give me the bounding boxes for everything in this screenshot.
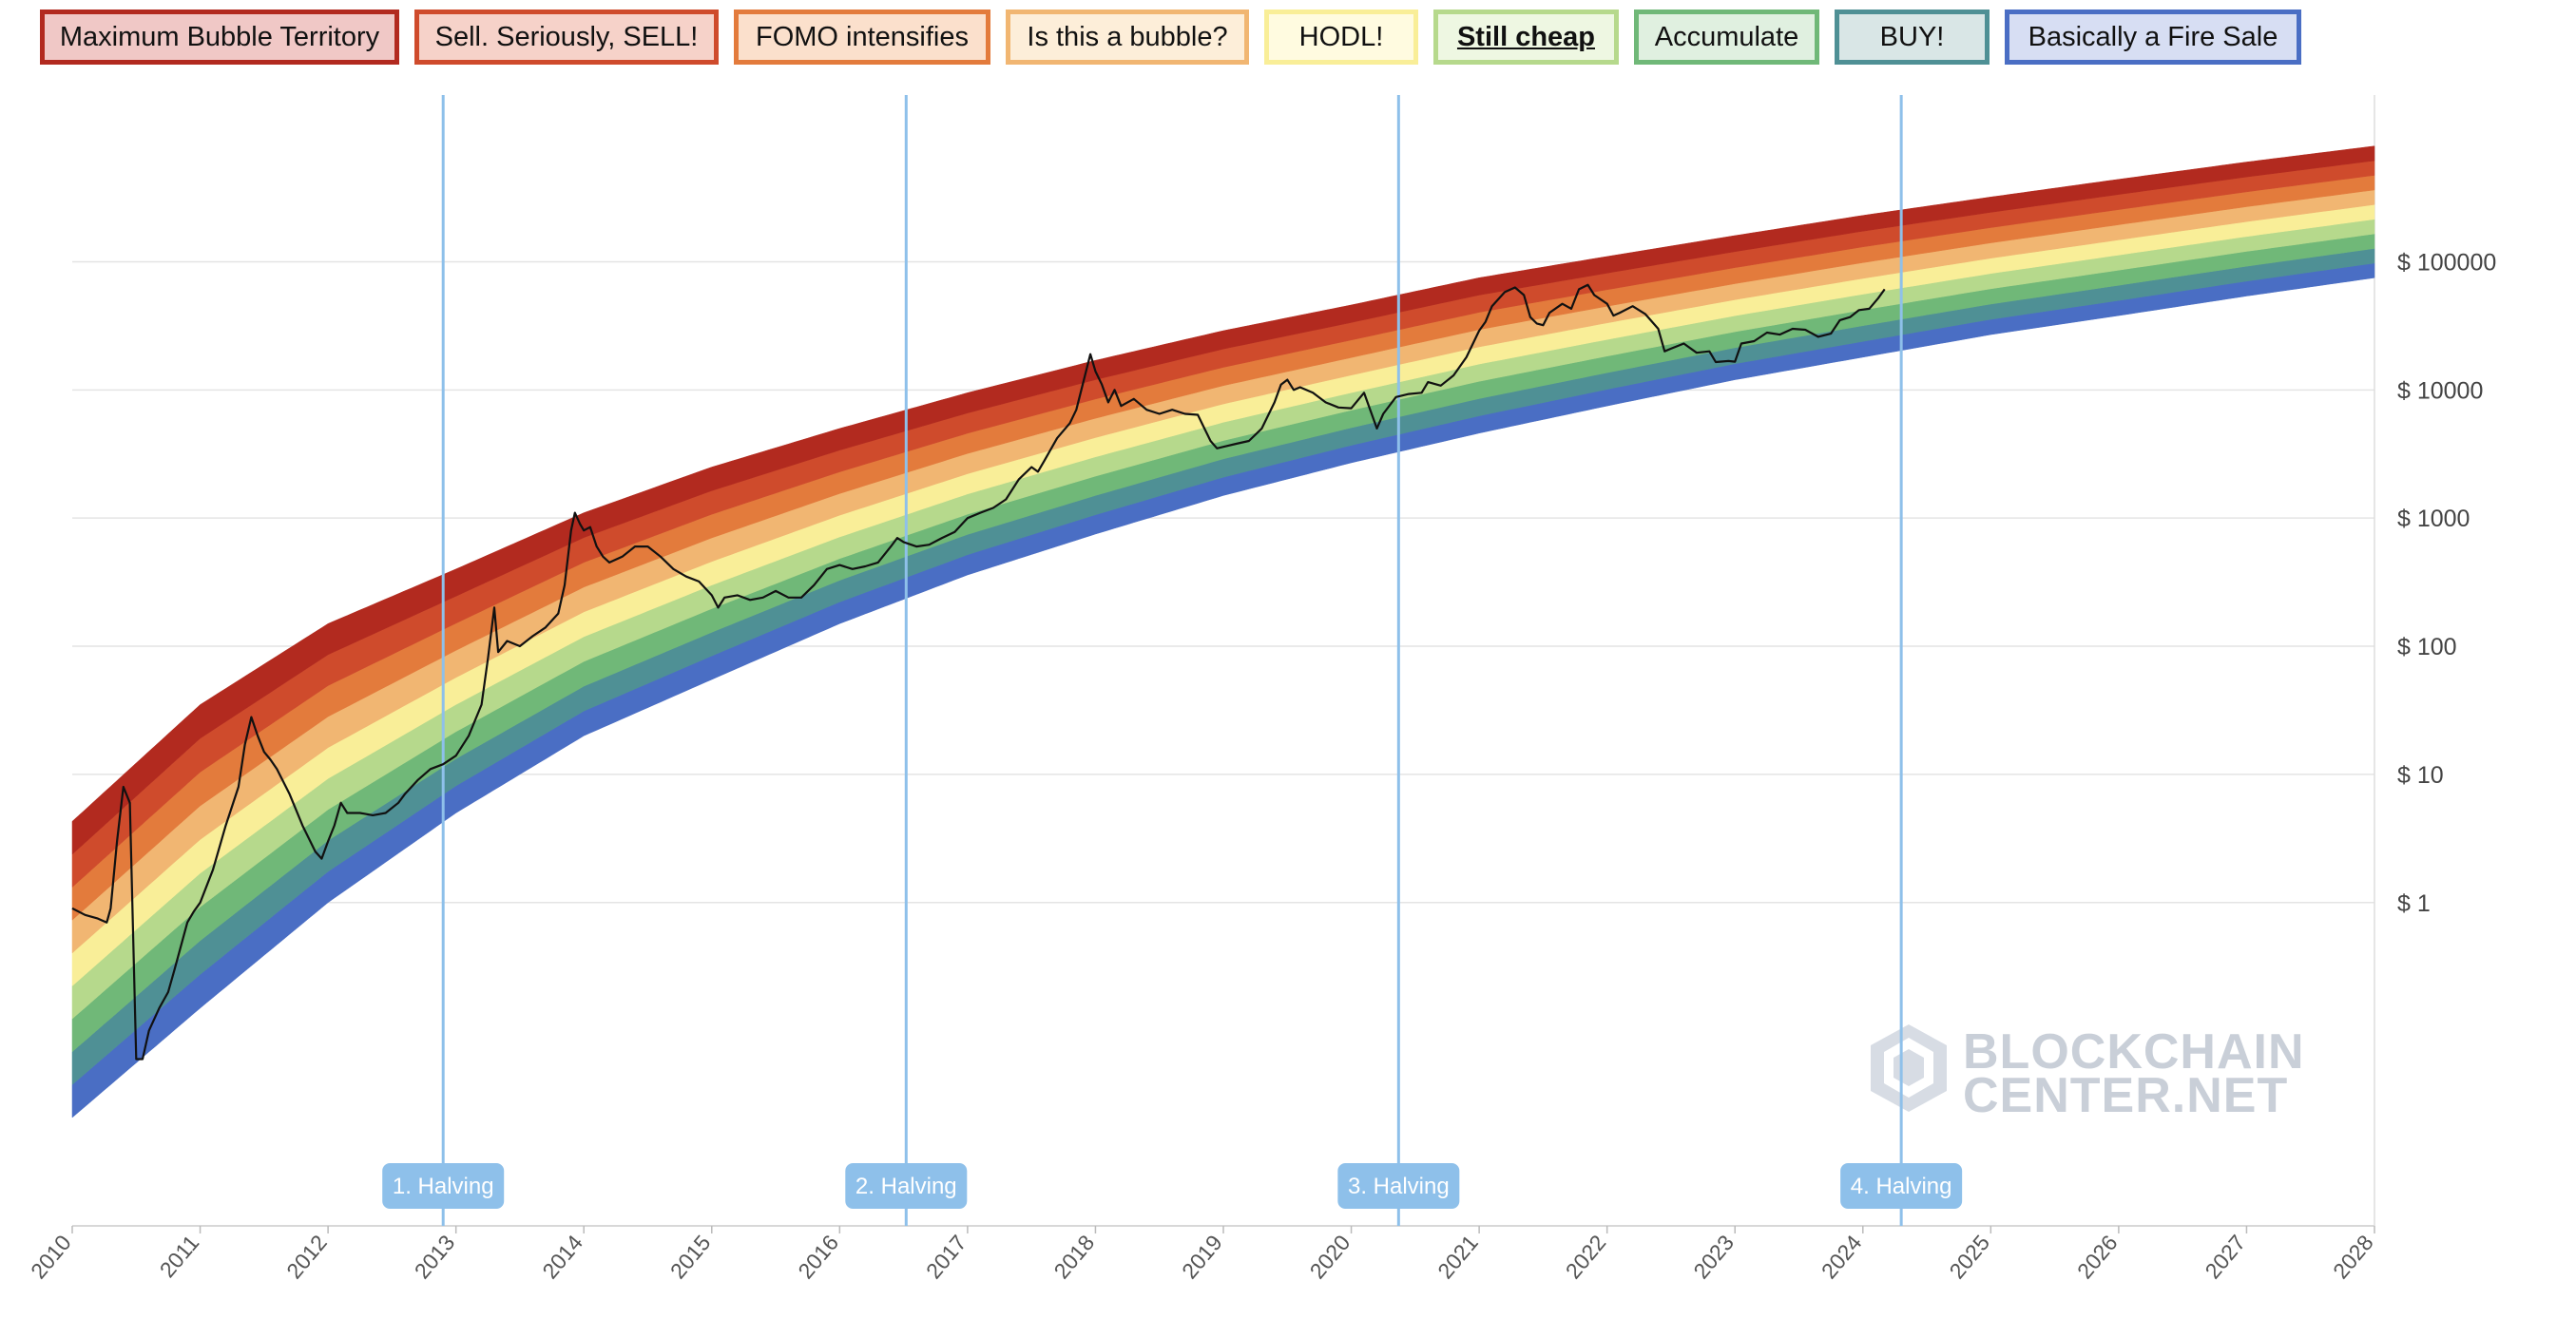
legend-item-0[interactable]: Maximum Bubble Territory: [40, 10, 399, 65]
x-tick-label: 2026: [2072, 1231, 2123, 1284]
cube-logo-icon: [1871, 1024, 1947, 1112]
legend-item-8[interactable]: Basically a Fire Sale: [2005, 10, 2301, 65]
y-tick-label: $ 1000: [2397, 506, 2470, 532]
x-tick-label: 2012: [281, 1231, 332, 1284]
y-tick-label: $ 10000: [2397, 377, 2483, 404]
x-tick-label: 2018: [1048, 1231, 1099, 1284]
blockchain-center-logo: BLOCKCHAIN CENTER.NET: [1871, 1024, 2305, 1123]
halving-markers: 1. Halving 2. Halving 3. Halving 4. Halving: [382, 95, 1963, 1226]
legend-item-1[interactable]: Sell. Seriously, SELL!: [414, 10, 719, 65]
x-tick-label: 2022: [1561, 1231, 1611, 1284]
watermark-line1: BLOCKCHAIN: [1963, 1024, 2305, 1080]
x-tick-label: 2023: [1688, 1231, 1739, 1284]
y-tick-label: $ 10: [2397, 762, 2444, 789]
halving-label: 1. Halving: [393, 1174, 494, 1199]
y-tick-label: $ 1: [2397, 890, 2431, 917]
x-tick-label: 2011: [155, 1231, 204, 1283]
legend-item-2[interactable]: FOMO intensifies: [734, 10, 990, 65]
halving-badge: [1840, 1163, 1963, 1209]
halving-badge: [845, 1163, 968, 1209]
legend: Maximum Bubble Territory Sell. Seriously,…: [40, 10, 2321, 70]
x-tick-label: 2015: [665, 1231, 716, 1284]
x-tick-label: 2020: [1305, 1231, 1355, 1284]
halving-label: 4. Halving: [1851, 1174, 1952, 1199]
legend-item-5[interactable]: Still cheap: [1433, 10, 1619, 65]
x-tick-label: 2027: [2200, 1231, 2250, 1284]
halving-label: 3. Halving: [1348, 1174, 1450, 1199]
x-tick-label: 2014: [537, 1230, 587, 1283]
x-tick-label: 2021: [1432, 1231, 1483, 1284]
halving-badge: [382, 1163, 505, 1209]
y-axis: $ 1 $ 10 $ 100 $ 1000 $ 10000 $ 100000: [2397, 249, 2496, 916]
x-tick-label: 2025: [1944, 1231, 1994, 1284]
x-tick-label: 2017: [921, 1231, 971, 1284]
price-line: [71, 283, 1886, 1061]
watermark-line2: CENTER.NET: [1963, 1068, 2288, 1123]
halving-badge: [1337, 1163, 1460, 1209]
x-tick-label: 2013: [410, 1231, 460, 1284]
x-tick-label: 2024: [1817, 1230, 1867, 1283]
y-tick-label: $ 100000: [2397, 249, 2496, 276]
legend-item-6[interactable]: Accumulate: [1634, 10, 1819, 65]
band-8: [71, 145, 2375, 855]
x-tick-label: 2028: [2328, 1231, 2378, 1284]
halving-label: 2. Halving: [855, 1174, 957, 1199]
y-tick-label: $ 100: [2397, 634, 2457, 660]
legend-item-4[interactable]: HODL!: [1264, 10, 1418, 65]
rainbow-bands: [71, 145, 2375, 1118]
x-tick-label: 2016: [793, 1231, 843, 1284]
legend-item-3[interactable]: Is this a bubble?: [1006, 10, 1249, 65]
x-tick-label: 2019: [1177, 1231, 1227, 1284]
price-series: [71, 283, 1886, 1061]
x-tick-label: 2010: [26, 1231, 76, 1284]
legend-item-7[interactable]: BUY!: [1835, 10, 1990, 65]
x-axis: 2010 2011 2012 2013 2014 2015 2016 2017 2018 2019…: [26, 1226, 2378, 1283]
